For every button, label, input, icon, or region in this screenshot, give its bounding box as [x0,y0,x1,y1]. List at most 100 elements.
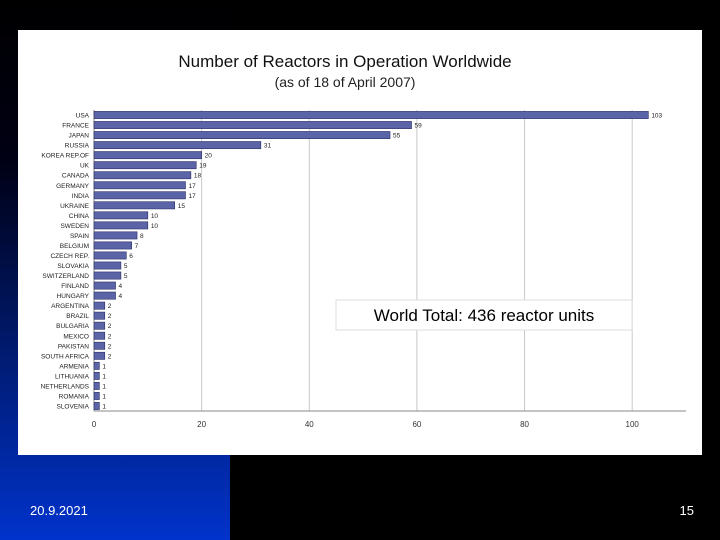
category-label: BELGIUM [60,243,89,250]
value-label: 2 [108,353,112,360]
value-label: 103 [651,113,662,120]
category-label: UK [80,163,90,170]
bar [93,351,106,360]
value-label: 59 [415,123,423,130]
category-label: ARMENIA [59,363,89,370]
x-tick-label: 20 [197,420,206,429]
value-label: 55 [393,133,401,140]
category-label: FINLAND [61,283,89,290]
value-label: 15 [178,203,186,210]
value-label: 2 [108,313,112,320]
bar [93,171,192,180]
category-label: KOREA REP.OF [41,153,89,160]
world-total-box [335,299,633,331]
bar [93,161,197,170]
bar [93,241,132,250]
bar [93,151,202,160]
category-label: HUNGARY [57,293,90,300]
value-label: 17 [188,183,196,190]
bar [93,141,262,150]
category-label: GERMANY [56,183,90,190]
bar [93,281,116,290]
world-total-annotation: World Total: 436 reactor units [374,306,595,325]
category-label: SWEDEN [60,223,89,230]
bar [93,291,116,300]
bar [93,382,100,390]
category-label: BRAZIL [66,313,89,320]
value-label: 10 [151,213,159,220]
value-label: 5 [124,263,128,270]
bar [93,231,138,240]
category-label: MEXICO [63,333,89,340]
bar-chart: Number of Reactors in Operation Worldwid… [41,52,686,429]
bar [93,111,649,119]
bar [93,221,149,230]
bar [93,271,122,280]
category-label: SWITZERLAND [42,273,89,280]
value-label: 1 [102,403,106,410]
value-label: 18 [194,173,202,180]
category-label: FRANCE [62,123,89,130]
category-label: SLOVAKIA [57,263,89,270]
value-label: 2 [108,323,112,330]
bar [93,402,100,410]
bar [93,181,186,190]
category-label: CANADA [62,173,90,180]
bar [93,261,122,270]
category-label: LITHUANIA [55,373,90,380]
value-label: 1 [102,363,106,370]
x-tick-label: 40 [305,420,314,429]
value-label: 8 [140,233,144,240]
bar [93,371,100,380]
category-label: NETHERLANDS [41,383,90,390]
category-label: USA [76,113,90,120]
chart-panel: Number of Reactors in Operation Worldwid… [18,30,702,455]
bar [93,301,106,310]
slide-background-dark [230,455,720,540]
category-label: ARGENTINA [51,303,90,310]
bar [93,201,176,210]
value-label: 2 [108,333,112,340]
bar [93,311,106,320]
bar [93,361,100,370]
value-label: 19 [199,163,207,170]
slide-date: 20.9.2021 [30,503,88,518]
category-label: UKRAINE [60,203,90,210]
bar [93,251,127,260]
chart-subtitle: (as of 18 of April 2007) [275,74,416,90]
bar [93,392,100,400]
slide-page-number: 15 [679,503,694,518]
category-label: JAPAN [69,133,90,140]
category-label: CHINA [69,213,90,220]
category-label: SPAIN [70,233,89,240]
category-label: ROMANIA [59,393,90,400]
value-label: 31 [264,143,272,150]
value-label: 2 [108,303,112,310]
category-label: CZECH REP. [50,253,89,260]
category-label: PAKISTAN [58,343,89,350]
bar [93,331,106,340]
value-label: 10 [151,223,159,230]
bar [93,131,391,139]
bar [93,321,106,330]
value-label: 7 [135,243,139,250]
bar [93,121,412,129]
bar [93,191,186,200]
value-label: 1 [102,383,106,390]
value-label: 6 [129,253,133,260]
value-label: 2 [108,343,112,350]
category-label: INDIA [72,193,90,200]
chart-title: Number of Reactors in Operation Worldwid… [178,52,511,71]
category-label: SLOVENIA [56,403,89,410]
category-label: RUSSIA [65,143,90,150]
category-label: SOUTH AFRICA [41,353,90,360]
value-label: 5 [124,273,128,280]
value-label: 1 [102,373,106,380]
value-label: 4 [119,283,123,290]
value-label: 1 [102,393,106,400]
bar [93,341,106,350]
value-label: 20 [205,153,213,160]
bar [93,211,149,220]
x-tick-label: 80 [520,420,529,429]
category-label: BULGARIA [56,323,90,330]
